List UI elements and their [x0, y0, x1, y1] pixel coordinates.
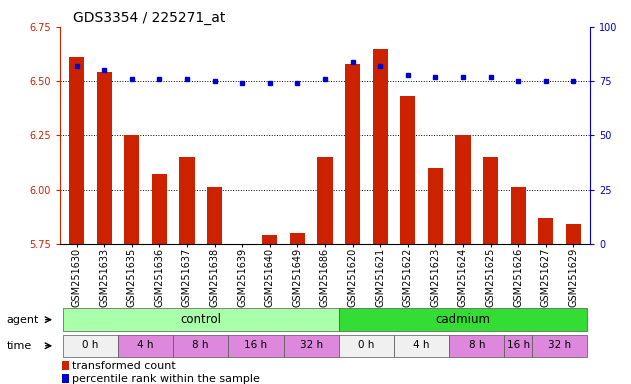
Bar — [400, 96, 415, 244]
Bar — [394, 334, 449, 357]
Bar — [290, 233, 305, 244]
Text: GDS3354 / 225271_at: GDS3354 / 225271_at — [73, 11, 225, 25]
Bar — [428, 168, 443, 244]
Bar — [62, 334, 118, 357]
Text: cadmium: cadmium — [435, 313, 490, 326]
Bar — [449, 334, 504, 357]
Text: transformed count: transformed count — [72, 361, 175, 371]
Text: 32 h: 32 h — [300, 340, 322, 350]
Bar — [62, 374, 69, 383]
Text: 0 h: 0 h — [358, 340, 375, 350]
Text: time: time — [6, 341, 32, 351]
Text: control: control — [180, 313, 221, 326]
Bar — [262, 235, 278, 244]
Bar — [538, 218, 553, 244]
Bar — [504, 334, 532, 357]
Bar — [228, 334, 283, 357]
Bar — [510, 187, 526, 244]
Bar — [124, 135, 139, 244]
Bar — [339, 308, 587, 331]
Text: percentile rank within the sample: percentile rank within the sample — [72, 374, 259, 384]
Text: 4 h: 4 h — [138, 340, 154, 350]
Bar — [372, 48, 388, 244]
Text: 16 h: 16 h — [507, 340, 530, 350]
Text: 4 h: 4 h — [413, 340, 430, 350]
Bar — [151, 174, 167, 244]
Text: 8 h: 8 h — [192, 340, 209, 350]
Bar — [483, 157, 498, 244]
Bar — [179, 157, 194, 244]
Bar — [118, 334, 173, 357]
Bar — [532, 334, 587, 357]
Bar — [339, 334, 394, 357]
Bar — [97, 73, 112, 244]
Bar — [566, 224, 581, 244]
Bar — [207, 187, 222, 244]
Text: agent: agent — [6, 314, 38, 325]
Text: 8 h: 8 h — [469, 340, 485, 350]
Bar — [69, 57, 84, 244]
Bar — [345, 64, 360, 244]
Bar — [62, 361, 69, 370]
Bar — [283, 334, 339, 357]
Bar — [62, 308, 339, 331]
Text: 0 h: 0 h — [82, 340, 98, 350]
Bar — [317, 157, 333, 244]
Bar — [173, 334, 228, 357]
Text: 16 h: 16 h — [244, 340, 268, 350]
Bar — [456, 135, 471, 244]
Text: 32 h: 32 h — [548, 340, 571, 350]
